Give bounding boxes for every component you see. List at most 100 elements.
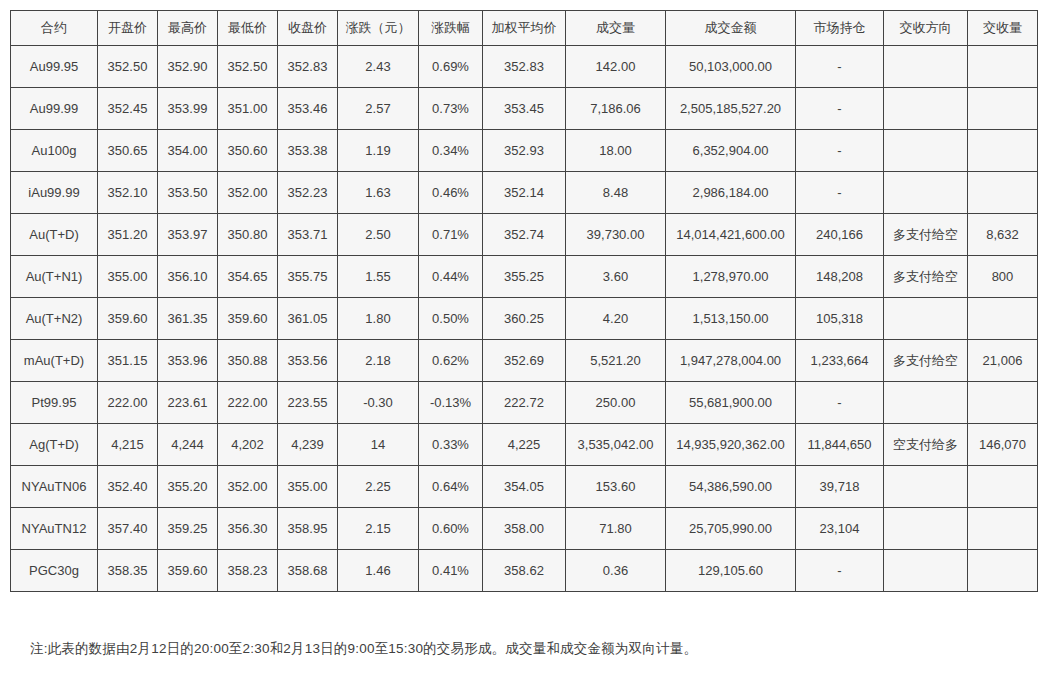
contract-name-cell: Au100g [11,130,98,172]
column-header: 市场持仓 [796,11,884,46]
value-cell [884,46,968,88]
value-cell: 5,521.20 [566,340,666,382]
value-cell: 0.33% [419,424,483,466]
contract-name-cell: Pt99.95 [11,382,98,424]
value-cell: 352.40 [98,466,158,508]
value-cell: 352.93 [483,130,566,172]
value-cell: 357.40 [98,508,158,550]
column-header: 交收量 [968,11,1038,46]
table-row: Au100g350.65354.00350.60353.381.190.34%3… [11,130,1038,172]
value-cell: 351.15 [98,340,158,382]
value-cell: 4,202 [218,424,278,466]
table-row: Au(T+N2)359.60361.35359.60361.051.800.50… [11,298,1038,340]
column-header: 最高价 [158,11,218,46]
value-cell: 0.36 [566,550,666,592]
value-cell: 1,278,970.00 [666,256,796,298]
value-cell: 359.60 [158,550,218,592]
value-cell: 142.00 [566,46,666,88]
value-cell: 8.48 [566,172,666,214]
column-header: 加权平均价 [483,11,566,46]
value-cell: 353.99 [158,88,218,130]
value-cell [968,466,1038,508]
value-cell: 25,705,990.00 [666,508,796,550]
value-cell: 354.65 [218,256,278,298]
value-cell: 353.97 [158,214,218,256]
value-cell: 14 [338,424,419,466]
value-cell: 2.25 [338,466,419,508]
value-cell [884,130,968,172]
value-cell: 358.95 [278,508,338,550]
value-cell: 361.05 [278,298,338,340]
value-cell: 空支付给多 [884,424,968,466]
value-cell: - [796,130,884,172]
column-header: 涨跌幅 [419,11,483,46]
value-cell: 21,006 [968,340,1038,382]
value-cell: 54,386,590.00 [666,466,796,508]
contract-name-cell: Au99.95 [11,46,98,88]
value-cell: 352.45 [98,88,158,130]
value-cell: - [796,88,884,130]
value-cell: 355.00 [98,256,158,298]
table-row: Au99.99352.45353.99351.00353.462.570.73%… [11,88,1038,130]
value-cell: 358.62 [483,550,566,592]
value-cell: 55,681,900.00 [666,382,796,424]
column-header: 成交量 [566,11,666,46]
value-cell: 1,513,150.00 [666,298,796,340]
value-cell: 352.74 [483,214,566,256]
value-cell: 14,935,920,362.00 [666,424,796,466]
value-cell: 146,070 [968,424,1038,466]
value-cell: 4,225 [483,424,566,466]
value-cell: 多支付给空 [884,214,968,256]
value-cell: 352.69 [483,340,566,382]
column-header: 交收方向 [884,11,968,46]
value-cell: 354.00 [158,130,218,172]
value-cell: 1.55 [338,256,419,298]
value-cell: 354.05 [483,466,566,508]
value-cell: 359.60 [218,298,278,340]
table-row: Au99.95352.50352.90352.50352.832.430.69%… [11,46,1038,88]
value-cell [884,298,968,340]
value-cell: 223.61 [158,382,218,424]
market-report-page: 合约开盘价最高价最低价收盘价涨跌（元）涨跌幅加权平均价成交量成交金额市场持仓交收… [0,0,1047,682]
value-cell: 358.35 [98,550,158,592]
value-cell: 14,014,421,600.00 [666,214,796,256]
value-cell: 3.60 [566,256,666,298]
value-cell: 355.00 [278,466,338,508]
value-cell: 0.34% [419,130,483,172]
column-header: 最低价 [218,11,278,46]
value-cell: 4,215 [98,424,158,466]
value-cell: 353.50 [158,172,218,214]
value-cell [884,466,968,508]
value-cell: 0.64% [419,466,483,508]
value-cell: 360.25 [483,298,566,340]
table-row: PGC30g358.35359.60358.23358.681.460.41%3… [11,550,1038,592]
value-cell: 2.15 [338,508,419,550]
value-cell: -0.30 [338,382,419,424]
value-cell: 148,208 [796,256,884,298]
contract-name-cell: NYAuTN06 [11,466,98,508]
contract-name-cell: Au99.99 [11,88,98,130]
value-cell: 352.50 [218,46,278,88]
value-cell: 358.68 [278,550,338,592]
value-cell: 1,947,278,004.00 [666,340,796,382]
column-header: 开盘价 [98,11,158,46]
table-row: iAu99.99352.10353.50352.00352.231.630.46… [11,172,1038,214]
table-row: mAu(T+D)351.15353.96350.88353.562.180.62… [11,340,1038,382]
contract-name-cell: Ag(T+D) [11,424,98,466]
contract-name-cell: Au(T+N1) [11,256,98,298]
value-cell [884,382,968,424]
value-cell: 358.00 [483,508,566,550]
table-body: Au99.95352.50352.90352.50352.832.430.69%… [11,46,1038,592]
value-cell: 352.50 [98,46,158,88]
value-cell: 0.62% [419,340,483,382]
value-cell: 1.80 [338,298,419,340]
value-cell: 0.69% [419,46,483,88]
value-cell: 353.38 [278,130,338,172]
value-cell: -0.13% [419,382,483,424]
table-row: Au(T+D)351.20353.97350.80353.712.500.71%… [11,214,1038,256]
value-cell: 353.56 [278,340,338,382]
value-cell: 3,535,042.00 [566,424,666,466]
value-cell: 351.20 [98,214,158,256]
value-cell [968,508,1038,550]
value-cell: 350.65 [98,130,158,172]
